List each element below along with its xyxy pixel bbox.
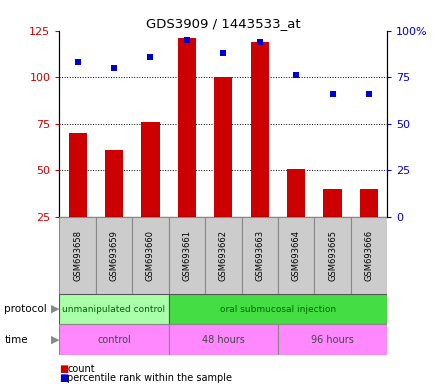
Point xyxy=(220,50,227,56)
Text: GSM693661: GSM693661 xyxy=(182,230,191,281)
Bar xyxy=(169,324,278,355)
Bar xyxy=(169,217,205,294)
Text: GSM693665: GSM693665 xyxy=(328,230,337,281)
Bar xyxy=(178,38,196,217)
Point xyxy=(366,91,373,97)
Bar xyxy=(278,324,387,355)
Bar xyxy=(105,150,123,217)
Text: control: control xyxy=(97,335,131,345)
Bar xyxy=(169,294,387,324)
Bar xyxy=(278,217,314,294)
Bar xyxy=(351,217,387,294)
Text: unmanipulated control: unmanipulated control xyxy=(62,305,165,314)
Bar xyxy=(360,189,378,217)
Bar xyxy=(141,122,160,217)
Point xyxy=(183,37,191,43)
Text: GSM693664: GSM693664 xyxy=(292,230,301,281)
Text: GSM693666: GSM693666 xyxy=(364,230,374,281)
Text: protocol: protocol xyxy=(4,304,47,314)
Text: 48 hours: 48 hours xyxy=(202,335,245,345)
Point xyxy=(256,39,263,45)
Text: ▶: ▶ xyxy=(51,304,59,314)
Text: count: count xyxy=(67,364,95,374)
Text: 96 hours: 96 hours xyxy=(311,335,354,345)
Text: ■: ■ xyxy=(59,373,69,383)
Bar xyxy=(59,324,169,355)
Bar xyxy=(314,217,351,294)
Text: time: time xyxy=(4,335,28,345)
Text: GSM693663: GSM693663 xyxy=(255,230,264,281)
Bar xyxy=(69,133,87,217)
Text: ▶: ▶ xyxy=(51,335,59,345)
Bar xyxy=(96,217,132,294)
Title: GDS3909 / 1443533_at: GDS3909 / 1443533_at xyxy=(146,17,301,30)
Text: oral submucosal injection: oral submucosal injection xyxy=(220,305,336,314)
Text: percentile rank within the sample: percentile rank within the sample xyxy=(67,373,232,383)
Text: GSM693658: GSM693658 xyxy=(73,230,82,281)
Text: GSM693662: GSM693662 xyxy=(219,230,228,281)
Point xyxy=(110,65,117,71)
Bar xyxy=(132,217,169,294)
Bar xyxy=(59,294,169,324)
Bar xyxy=(251,42,269,217)
Text: GSM693660: GSM693660 xyxy=(146,230,155,281)
Bar xyxy=(287,169,305,217)
Point xyxy=(147,54,154,60)
Bar xyxy=(242,217,278,294)
Bar xyxy=(323,189,342,217)
Bar xyxy=(205,217,242,294)
Bar xyxy=(214,77,232,217)
Text: ■: ■ xyxy=(59,364,69,374)
Point xyxy=(293,72,300,78)
Point xyxy=(329,91,336,97)
Text: GSM693659: GSM693659 xyxy=(110,230,118,281)
Point xyxy=(74,59,81,65)
Bar xyxy=(59,217,96,294)
